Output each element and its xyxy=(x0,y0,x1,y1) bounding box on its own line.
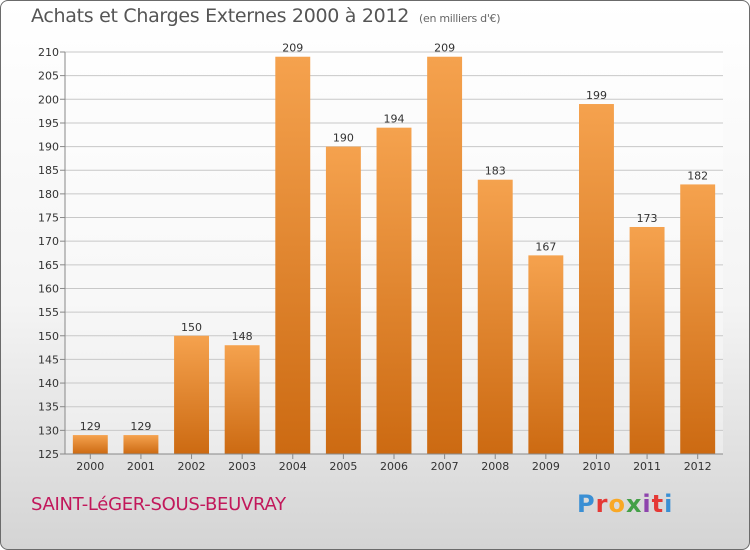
x-tick-label-2012: 2012 xyxy=(684,460,712,473)
y-tick-label: 145 xyxy=(38,353,59,366)
bar-2001 xyxy=(123,435,159,454)
chart-title-text: Achats et Charges Externes 2000 à 2012 xyxy=(31,5,410,27)
y-tick-label: 135 xyxy=(38,401,59,414)
y-tick-label: 195 xyxy=(38,117,59,130)
data-label-2009: 167 xyxy=(535,240,556,253)
x-tick-label-2002: 2002 xyxy=(178,460,206,473)
chart-title: Achats et Charges Externes 2000 à 2012 (e… xyxy=(31,5,501,27)
bar-2000 xyxy=(72,435,108,454)
bar-2002 xyxy=(174,335,210,454)
logo-letter: P xyxy=(577,490,596,518)
logo-letter: i xyxy=(664,490,674,518)
x-tick-label-2006: 2006 xyxy=(380,460,408,473)
x-tick-label-2005: 2005 xyxy=(329,460,357,473)
x-tick-label-2003: 2003 xyxy=(228,460,256,473)
x-tick-label-2009: 2009 xyxy=(532,460,560,473)
y-tick-label: 200 xyxy=(38,93,59,106)
x-tick-label-2011: 2011 xyxy=(633,460,661,473)
logo-letter: i xyxy=(642,490,652,518)
bar-2005 xyxy=(325,146,361,454)
commune-name: SAINT-LéGER-SOUS-BEUVRAY xyxy=(31,494,286,515)
x-tick-label-2007: 2007 xyxy=(431,460,459,473)
y-tick-label: 140 xyxy=(38,377,59,390)
proxiti-logo: Proxiti xyxy=(577,490,673,518)
y-tick-label: 170 xyxy=(38,235,59,248)
x-tick-label-2000: 2000 xyxy=(76,460,104,473)
y-tick-label: 205 xyxy=(38,70,59,83)
chart-subtitle: (en milliers d'€) xyxy=(419,12,501,25)
bar-2011 xyxy=(629,226,665,454)
x-tick-label-2001: 2001 xyxy=(127,460,155,473)
bar-2006 xyxy=(376,127,412,454)
bar-2008 xyxy=(477,179,513,454)
y-tick-label: 175 xyxy=(38,212,59,225)
bar-2007 xyxy=(427,56,463,455)
bar-2004 xyxy=(275,56,311,455)
data-label-2005: 190 xyxy=(333,132,354,145)
y-tick-label: 150 xyxy=(38,330,59,343)
logo-letter: o xyxy=(608,490,626,518)
logo-letter: r xyxy=(595,490,609,518)
y-tick-label: 155 xyxy=(38,306,59,319)
data-label-2003: 148 xyxy=(232,330,253,343)
y-tick-label: 180 xyxy=(38,188,59,201)
bar-2010 xyxy=(578,104,614,454)
data-label-2002: 150 xyxy=(181,321,202,334)
data-label-2006: 194 xyxy=(384,113,405,126)
bar-2003 xyxy=(224,345,260,454)
y-tick-label: 125 xyxy=(38,448,59,461)
data-label-2007: 209 xyxy=(434,42,455,55)
logo-letter: x xyxy=(625,490,643,518)
data-label-2004: 209 xyxy=(282,42,303,55)
data-label-2000: 129 xyxy=(80,420,101,433)
data-label-2011: 173 xyxy=(637,212,658,225)
bar-2009 xyxy=(528,255,564,454)
data-label-2001: 129 xyxy=(130,420,151,433)
bar-2012 xyxy=(680,184,716,454)
x-tick-label-2010: 2010 xyxy=(582,460,610,473)
y-tick-label: 185 xyxy=(38,164,59,177)
data-label-2008: 183 xyxy=(485,165,506,178)
y-tick-label: 160 xyxy=(38,282,59,295)
y-tick-label: 210 xyxy=(38,46,59,59)
x-tick-label-2008: 2008 xyxy=(481,460,509,473)
x-tick-label-2004: 2004 xyxy=(279,460,307,473)
y-tick-label: 130 xyxy=(38,424,59,437)
y-tick-label: 190 xyxy=(38,141,59,154)
data-label-2010: 199 xyxy=(586,89,607,102)
logo-letter: t xyxy=(651,490,665,518)
data-label-2012: 182 xyxy=(687,169,708,182)
y-tick-label: 165 xyxy=(38,259,59,272)
